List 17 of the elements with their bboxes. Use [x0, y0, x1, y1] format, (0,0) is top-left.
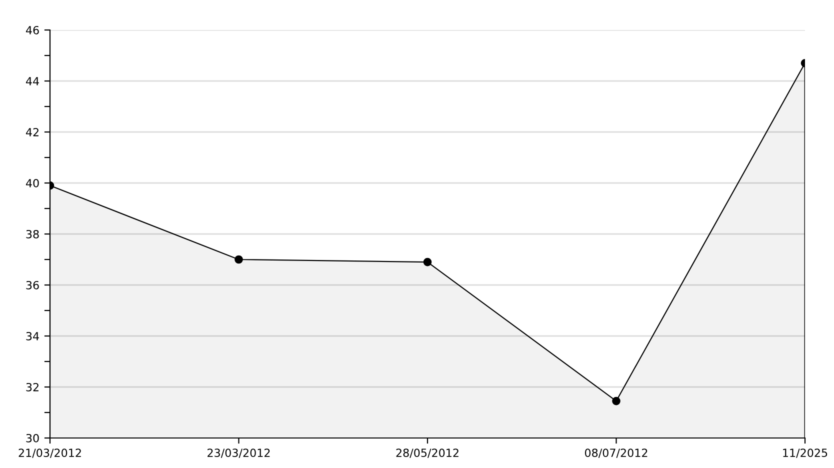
x-tick-label: 28/05/2012 [396, 448, 458, 458]
x-tick-label: 21/03/2012 [18, 448, 81, 458]
point [612, 396, 620, 406]
x-tick-label: 23/03/2012 [208, 448, 270, 458]
y-tick-label: 38 [26, 230, 39, 238]
y-tick-label: 44 [26, 77, 39, 86]
y-tick-label: 34 [26, 332, 39, 340]
x-tick-label: 11/2025 [783, 448, 828, 458]
y-tick-label: 40 [26, 178, 39, 188]
y-tick-label: 46 [26, 26, 39, 34]
y-tick-label: 32 [26, 382, 38, 392]
y-tick-label: 36 [26, 280, 39, 290]
point [423, 258, 432, 266]
y-tick-label: 42 [26, 128, 38, 136]
x-tick-label: 08/07/2012 [584, 448, 648, 458]
point [234, 255, 243, 264]
y-tick-label: 30 [26, 434, 39, 442]
